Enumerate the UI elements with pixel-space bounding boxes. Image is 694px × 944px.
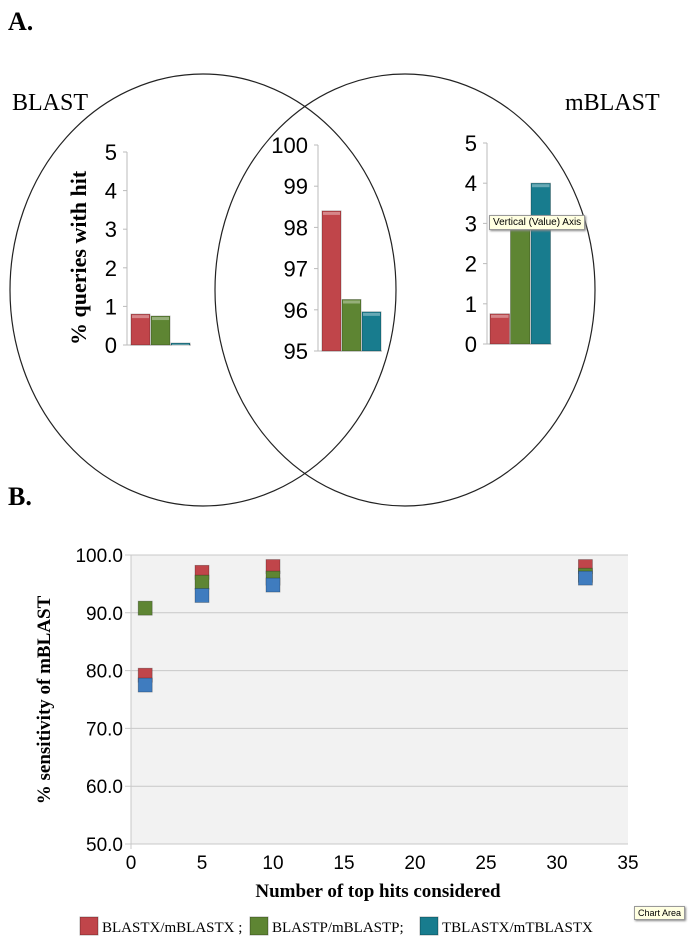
scatter-y-tick-label: 100.0 <box>75 546 123 567</box>
scatter-point-1[interactable] <box>137 600 153 616</box>
scatter-point-1[interactable] <box>194 574 210 590</box>
bar-y-axis-title: % queries with hit <box>66 170 91 345</box>
bar-highlight <box>172 344 189 348</box>
scatter-y-tick-label: 80.0 <box>86 662 123 683</box>
venn-label-blast: BLAST <box>12 90 88 116</box>
scatter-y-axis-title: % sensitivity of mBLAST <box>34 595 55 804</box>
bar-highlight <box>323 211 340 215</box>
bar-tick-label: 99 <box>284 174 308 199</box>
bar-blastx[interactable] <box>489 313 510 345</box>
legend-label: BLASTP/mBLASTP; <box>272 920 404 936</box>
scatter-y-tick-label: 90.0 <box>86 604 123 625</box>
bar-tick-label: 2 <box>465 252 477 277</box>
legend-label: BLASTX/mBLASTX ; <box>102 920 242 936</box>
bar-tick-label: 1 <box>465 292 477 317</box>
scatter-point-2[interactable] <box>194 588 210 603</box>
bar-tick-label: 2 <box>105 256 117 281</box>
bar-blastp[interactable] <box>510 222 531 345</box>
bar-blastx[interactable] <box>130 313 151 346</box>
venn-label-mblast: mBLAST <box>565 90 660 116</box>
bar-tick-label: 98 <box>284 215 308 240</box>
bar-tblastx[interactable] <box>361 311 382 352</box>
legend-swatch <box>79 916 99 936</box>
scatter-x-tick-label: 0 <box>126 853 137 874</box>
legend-swatch <box>419 916 439 936</box>
scatter-x-tick-label: 10 <box>262 853 283 874</box>
bar-tick-label: 97 <box>284 257 308 282</box>
bar-blastp[interactable] <box>341 299 362 352</box>
bar-highlight <box>132 315 149 319</box>
bar-tblastx[interactable] <box>530 182 551 345</box>
tooltip-chart-area: Chart Area <box>634 906 686 920</box>
scatter-point-2[interactable] <box>265 577 281 593</box>
bar-tick-label: 95 <box>284 339 308 364</box>
scatter-y-tick-label: 70.0 <box>86 719 123 740</box>
scatter-point-2[interactable] <box>578 570 593 586</box>
scatter-x-axis-title: Number of top hits considered <box>255 881 501 902</box>
bar-tick-label: 5 <box>465 131 477 156</box>
bar-highlight <box>532 184 550 188</box>
tooltip-vertical-axis: Vertical (Value) Axis <box>489 215 586 230</box>
legend-label: TBLASTX/mTBLASTX <box>442 920 593 936</box>
scatter-y-tick-label: 50.0 <box>86 835 123 856</box>
panel-a-label: A. <box>8 7 33 36</box>
venn-circle-mblast <box>214 73 596 507</box>
bar-tick-label: 3 <box>465 211 477 236</box>
scatter-x-tick-label: 5 <box>197 853 208 874</box>
bar-tick-label: 96 <box>284 298 308 323</box>
bar-highlight <box>152 317 169 321</box>
bar-tick-label: 0 <box>105 333 117 358</box>
scatter-plot-area[interactable] <box>131 555 628 844</box>
venn-circle-blast <box>9 73 397 507</box>
scatter-y-tick-label: 60.0 <box>86 777 123 798</box>
bar-highlight <box>491 314 509 318</box>
bar-blastx[interactable] <box>321 210 342 352</box>
bar-highlight <box>343 300 360 304</box>
bar-tblastx[interactable] <box>170 342 191 346</box>
bar-tick-label: 3 <box>105 217 117 242</box>
bar-tick-label: 5 <box>105 140 117 165</box>
legend-swatch <box>249 916 269 936</box>
scatter-x-tick-label: 35 <box>617 853 638 874</box>
scatter-x-tick-label: 30 <box>546 853 567 874</box>
bar-blastp[interactable] <box>150 315 171 346</box>
bar-tick-label: 1 <box>105 294 117 319</box>
scatter-x-tick-label: 20 <box>404 853 425 874</box>
panel-b-label: B. <box>8 482 32 511</box>
scatter-x-tick-label: 25 <box>475 853 496 874</box>
bar-tick-label: 0 <box>465 332 477 357</box>
bar-tick-label: 100 <box>271 133 308 158</box>
bar-tick-label: 4 <box>465 171 477 196</box>
scatter-point-2[interactable] <box>137 677 153 693</box>
bar-highlight <box>363 312 380 316</box>
bar-tick-label: 4 <box>105 179 117 204</box>
scatter-x-tick-label: 15 <box>333 853 354 874</box>
